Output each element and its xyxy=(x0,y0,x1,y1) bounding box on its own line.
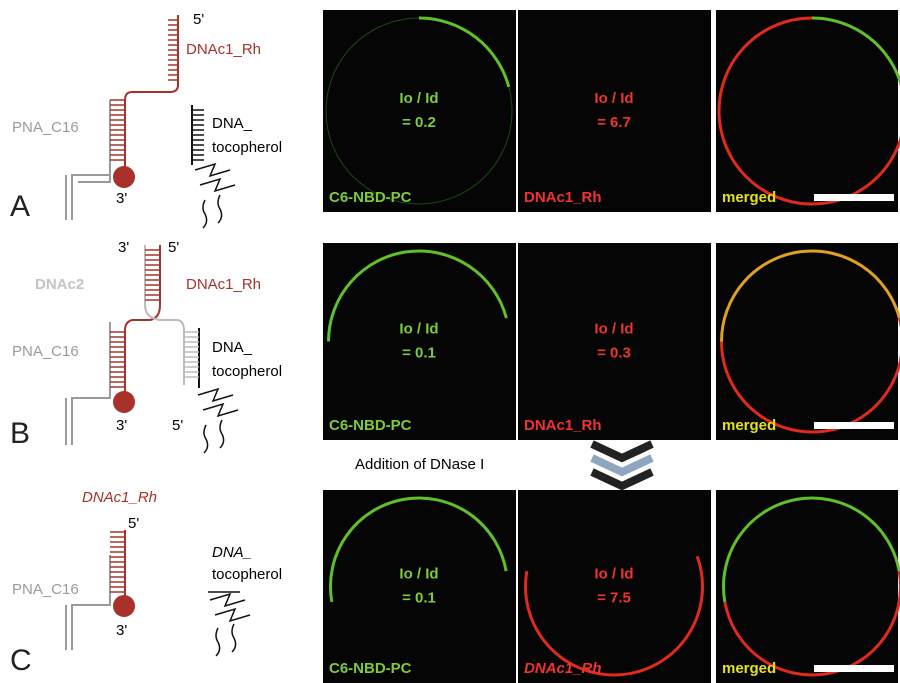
micrograph xyxy=(518,490,711,683)
label: DNA_ xyxy=(212,339,253,356)
tocopherol-tails xyxy=(208,592,250,656)
ratio-label: Io / Id xyxy=(594,320,633,337)
scale-bar xyxy=(814,194,894,201)
micrograph xyxy=(323,243,516,440)
ratio-label: Io / Id xyxy=(594,565,633,582)
label: 5' xyxy=(172,417,183,434)
label: 3' xyxy=(116,190,127,207)
pna-strand xyxy=(66,322,110,445)
pna-strand xyxy=(66,555,110,650)
rhodamine xyxy=(113,166,135,188)
ratio-label: Io / Id xyxy=(399,565,438,582)
micrograph xyxy=(323,490,516,683)
label: PNA_C16 xyxy=(12,119,79,136)
label: tocopherol xyxy=(212,566,282,583)
label: PNA_C16 xyxy=(12,343,79,360)
chevron xyxy=(592,444,652,458)
label: tocopherol xyxy=(212,139,282,156)
label: 3' xyxy=(118,239,129,256)
panel-letter: B xyxy=(10,417,30,450)
ratio-value: = 6.7 xyxy=(597,114,631,131)
ratio-label: Io / Id xyxy=(399,90,438,107)
label: 5' xyxy=(193,11,204,28)
caption: merged xyxy=(722,660,776,677)
scale-bar xyxy=(814,665,894,672)
panel-letter: A xyxy=(10,190,30,223)
ratio-value: = 0.3 xyxy=(597,344,631,361)
label: DNA_ xyxy=(212,115,253,132)
ratio-value: = 0.2 xyxy=(402,114,436,131)
ratio-value: = 0.1 xyxy=(402,344,436,361)
caption: C6-NBD-PC xyxy=(329,189,412,206)
micrograph xyxy=(323,10,516,212)
micrographs: Io / Id = 0.2 C6-NBD-PC Io / Id = 6.7 DNAc1_R… xyxy=(323,10,900,683)
ratio-label: Io / Id xyxy=(594,90,633,107)
dna-strand xyxy=(125,15,178,170)
figure: Io / Id = 0.2 C6-NBD-PC Io / Id = 6.7 DNAc1_R… xyxy=(0,0,900,683)
ratio-value: = 0.1 xyxy=(402,589,436,606)
chevrons xyxy=(592,444,652,486)
caption: DNAc1_Rh xyxy=(524,660,602,677)
label: 3' xyxy=(116,622,127,639)
rhodamine xyxy=(113,391,135,413)
label: PNA_C16 xyxy=(12,581,79,598)
tocopherol-tails xyxy=(195,164,235,228)
caption: merged xyxy=(722,417,776,434)
caption: merged xyxy=(722,189,776,206)
dna-strand xyxy=(125,245,160,395)
dnac2-strand xyxy=(145,245,184,385)
caption: C6-NBD-PC xyxy=(329,660,412,677)
transition-label: Addition of DNase I xyxy=(355,456,484,473)
label: 3' xyxy=(116,417,127,434)
label: DNAc2 xyxy=(35,276,84,293)
scale-bar xyxy=(814,422,894,429)
micrograph xyxy=(518,243,711,440)
label: 5' xyxy=(168,239,179,256)
rhodamine xyxy=(113,595,135,617)
label: 5' xyxy=(128,515,139,532)
tocopherol-tails xyxy=(198,389,238,453)
caption: DNAc1_Rh xyxy=(524,189,602,206)
ratio-label: Io / Id xyxy=(399,320,438,337)
label: DNA_ xyxy=(212,544,252,561)
label: DNAc1_Rh xyxy=(82,489,157,506)
ratio-value: = 7.5 xyxy=(597,589,631,606)
caption: C6-NBD-PC xyxy=(329,417,412,434)
label: tocopherol xyxy=(212,363,282,380)
micrograph xyxy=(518,10,711,212)
label: DNAc1_Rh xyxy=(186,41,261,58)
caption: DNAc1_Rh xyxy=(524,417,602,434)
panel-letter: C xyxy=(10,644,32,677)
label: DNAc1_Rh xyxy=(186,276,261,293)
